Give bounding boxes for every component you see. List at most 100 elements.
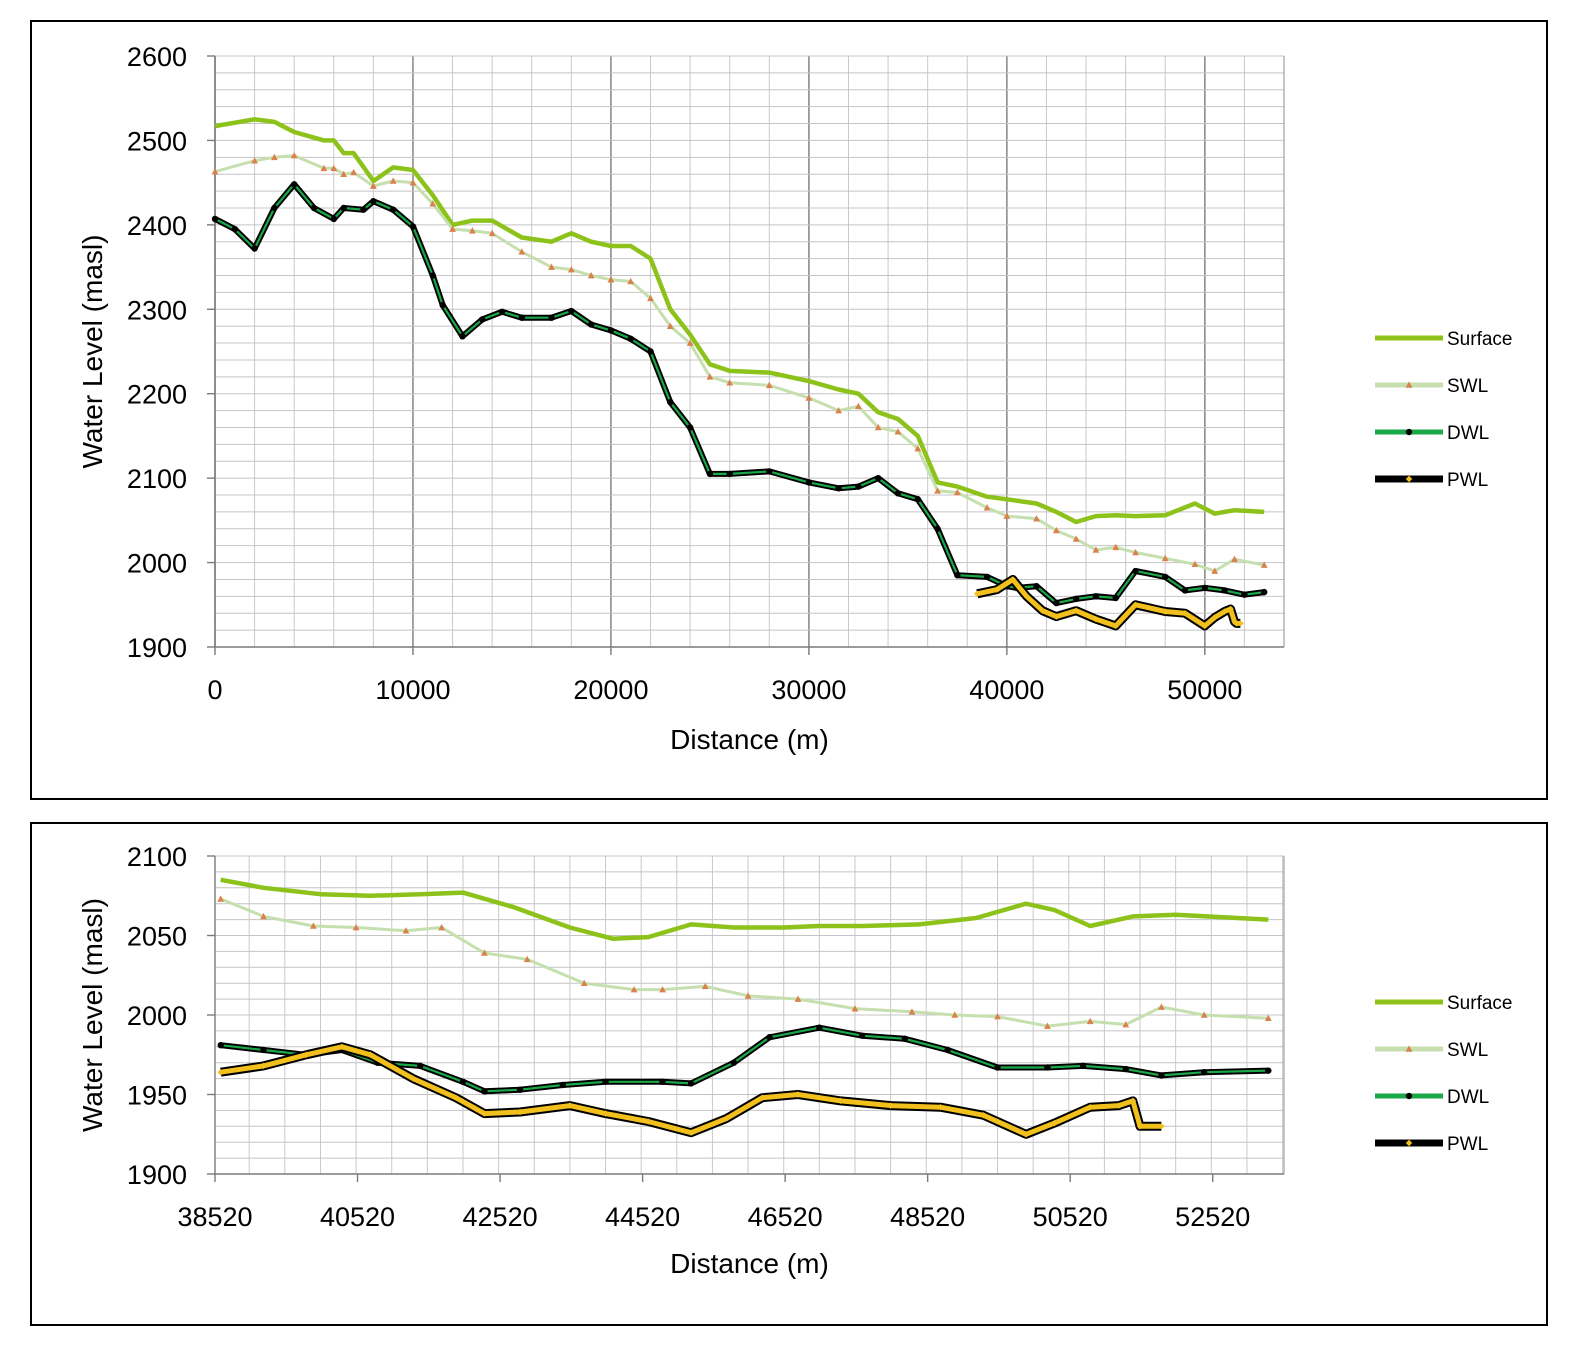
- top-dwl-point: [211, 215, 219, 223]
- top-dwl-point: [874, 474, 882, 482]
- bottom-swl-point: [744, 992, 752, 999]
- top-pwl-point: [1211, 614, 1218, 621]
- top-y-tick-label: 2200: [127, 380, 187, 410]
- bottom-dwl-point: [730, 1059, 738, 1066]
- top-legend-item-surface: Surface: [1375, 329, 1512, 350]
- bottom-swl-point: [352, 923, 360, 931]
- top-dwl-point: [607, 327, 615, 334]
- bottom-pwl-point: [367, 1051, 374, 1058]
- bottom-dwl-point: [417, 1062, 424, 1070]
- top-dwl-point: [1132, 567, 1139, 575]
- bottom-x-tick-label: 52520: [1175, 1202, 1250, 1232]
- top-line-chart: 1900 2000 2100 2200 2300 2400 2500 2600 0 10000 20…: [77, 42, 1512, 755]
- top-swl-point: [330, 164, 338, 172]
- bottom-dwl-point: [816, 1024, 823, 1031]
- top-dwl-point: [568, 307, 575, 315]
- bottom-pwl-point: [1086, 1104, 1094, 1111]
- top-gridlines: [214, 55, 1285, 648]
- top-swl-point: [854, 402, 862, 410]
- top-legend-marker: [1405, 428, 1413, 436]
- top-dwl-point: [459, 333, 466, 340]
- top-dwl-point: [686, 424, 694, 431]
- bottom-swl-point: [701, 982, 709, 990]
- top-dwl-point: [370, 198, 377, 205]
- bottom-legend: Surface SWL DWL PWL: [1375, 993, 1512, 1155]
- bottom-pwl-point: [794, 1091, 802, 1098]
- bottom-swl-point: [260, 912, 267, 920]
- top-chart-panel: 1900 2000 2100 2200 2300 2400 2500 2600 0 10000 20…: [30, 20, 1548, 800]
- top-dwl-point: [439, 301, 446, 309]
- bottom-x-tick-label: 44520: [605, 1202, 680, 1232]
- top-swl-point: [953, 488, 961, 496]
- top-dwl-point: [894, 490, 902, 497]
- top-dwl-point: [1112, 594, 1119, 602]
- bottom-pwl-point: [1129, 1097, 1137, 1105]
- top-swl-point: [934, 487, 941, 494]
- top-swl-point: [518, 248, 526, 255]
- top-dwl-point: [1261, 588, 1268, 596]
- bottom-y-tick-label: 2000: [127, 1001, 187, 1031]
- top-swl-point: [686, 339, 694, 346]
- top-dwl-point: [627, 335, 634, 343]
- top-dwl-point: [360, 206, 367, 213]
- top-swl-point: [211, 168, 219, 175]
- top-dwl-point: [231, 225, 238, 233]
- bottom-legend-marker: [1405, 1139, 1413, 1147]
- bottom-pwl-point: [260, 1062, 267, 1070]
- bottom-series-pwl: [217, 1042, 1165, 1139]
- bottom-swl-point: [438, 923, 446, 931]
- top-swl-point: [983, 504, 991, 511]
- top-swl-point: [468, 227, 476, 234]
- bottom-x-tick-label: 42520: [463, 1202, 538, 1232]
- top-pwl-point: [1162, 608, 1169, 615]
- top-swl-point: [270, 153, 278, 161]
- top-swl-point: [647, 294, 654, 302]
- top-swl-point: [369, 182, 377, 189]
- top-legend: Surface SWL DWL PWL: [1375, 329, 1512, 491]
- top-x-tick-label: 20000: [573, 675, 648, 705]
- top-y-tick-label: 2400: [127, 211, 187, 241]
- top-series-pwl: [973, 575, 1244, 631]
- bottom-swl-point: [630, 985, 638, 993]
- top-dwl-point: [983, 573, 991, 581]
- top-swl-point: [320, 164, 328, 172]
- bottom-x-tick-label: 46520: [748, 1202, 823, 1232]
- top-y-tick-label: 2600: [127, 42, 187, 72]
- top-swl-point: [350, 168, 357, 176]
- bottom-swl-point: [659, 985, 666, 993]
- top-swl-point: [548, 263, 555, 270]
- bottom-legend-item-swl: SWL: [1375, 1040, 1488, 1061]
- top-pwl-point: [1039, 607, 1046, 614]
- top-y-axis-title: Water Level (masl): [77, 235, 108, 469]
- bottom-dwl-point: [766, 1034, 773, 1041]
- top-dwl-point: [548, 314, 555, 321]
- top-pwl-point: [1112, 622, 1119, 630]
- bottom-pwl-point: [409, 1075, 417, 1082]
- top-dwl-point: [330, 215, 337, 223]
- top-pwl-point: [993, 586, 1001, 593]
- bottom-dwl-point: [1079, 1062, 1087, 1070]
- top-dwl-line: [214, 183, 1265, 605]
- top-dwl-point: [340, 204, 347, 212]
- top-swl-point: [835, 407, 842, 414]
- top-x-tick-label: 50000: [1167, 675, 1242, 705]
- bottom-pwl-point: [602, 1110, 609, 1117]
- top-swl-point: [1260, 561, 1268, 568]
- bottom-y-axis-title: Water Level (masl): [77, 898, 108, 1132]
- top-swl-point: [874, 423, 882, 431]
- bottom-dwl-point: [1122, 1065, 1129, 1073]
- bottom-swl-point: [908, 1008, 916, 1015]
- bottom-dwl-point: [1265, 1067, 1272, 1074]
- top-swl-point: [409, 179, 417, 186]
- bottom-legend-marker: [1405, 1092, 1413, 1100]
- top-swl-point: [726, 379, 734, 386]
- bottom-dwl-point: [944, 1046, 951, 1054]
- top-dwl-point: [271, 204, 278, 212]
- top-dwl-point: [1072, 595, 1080, 603]
- bottom-swl-point: [1086, 1017, 1094, 1025]
- top-swl-point: [449, 225, 456, 232]
- top-x-tick-label: 0: [207, 675, 222, 705]
- bottom-dwl-point: [602, 1078, 609, 1085]
- top-swl-point: [1092, 546, 1100, 553]
- bottom-dwl-point: [260, 1046, 267, 1054]
